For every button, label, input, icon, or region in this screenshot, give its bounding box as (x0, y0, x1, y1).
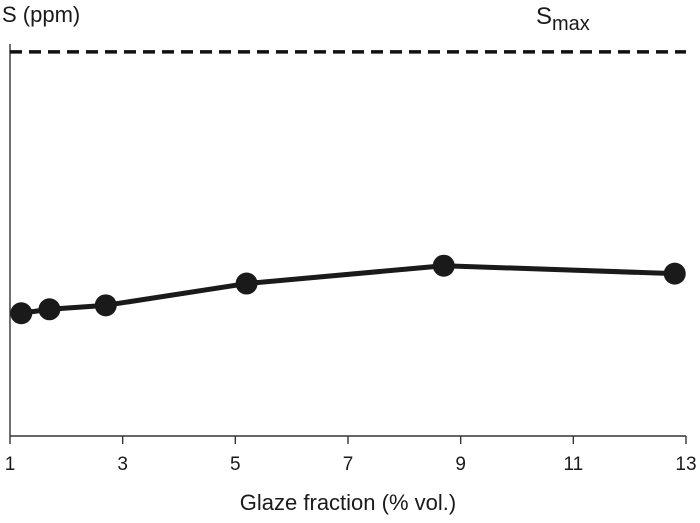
x-tick-label: 9 (455, 454, 466, 475)
series-line (20, 263, 675, 316)
x-tick-label: 5 (230, 454, 241, 475)
x-axis-title: Glaze fraction (% vol.) (240, 490, 456, 515)
data-point (432, 254, 455, 277)
x-tick-label: 11 (563, 454, 583, 475)
x-ticks: 1 3 5 7 9 11 13 (5, 436, 697, 475)
series (10, 254, 686, 325)
data-point (10, 302, 33, 325)
x-tick-label: 1 (5, 454, 16, 475)
x-tick-label: 3 (117, 454, 128, 475)
x-tick-label: 13 (675, 454, 696, 475)
y-axis-title: S (ppm) (2, 2, 80, 27)
data-point (235, 272, 258, 295)
smax-label-main: S (536, 3, 552, 30)
smax-label: Smax (536, 3, 590, 35)
data-point (94, 294, 117, 317)
data-point (663, 262, 686, 285)
smax-reference: Smax (10, 3, 686, 54)
x-tick-label: 7 (343, 454, 354, 475)
data-point (38, 298, 61, 321)
axes (9, 44, 686, 437)
smax-label-sub: max (552, 13, 590, 35)
